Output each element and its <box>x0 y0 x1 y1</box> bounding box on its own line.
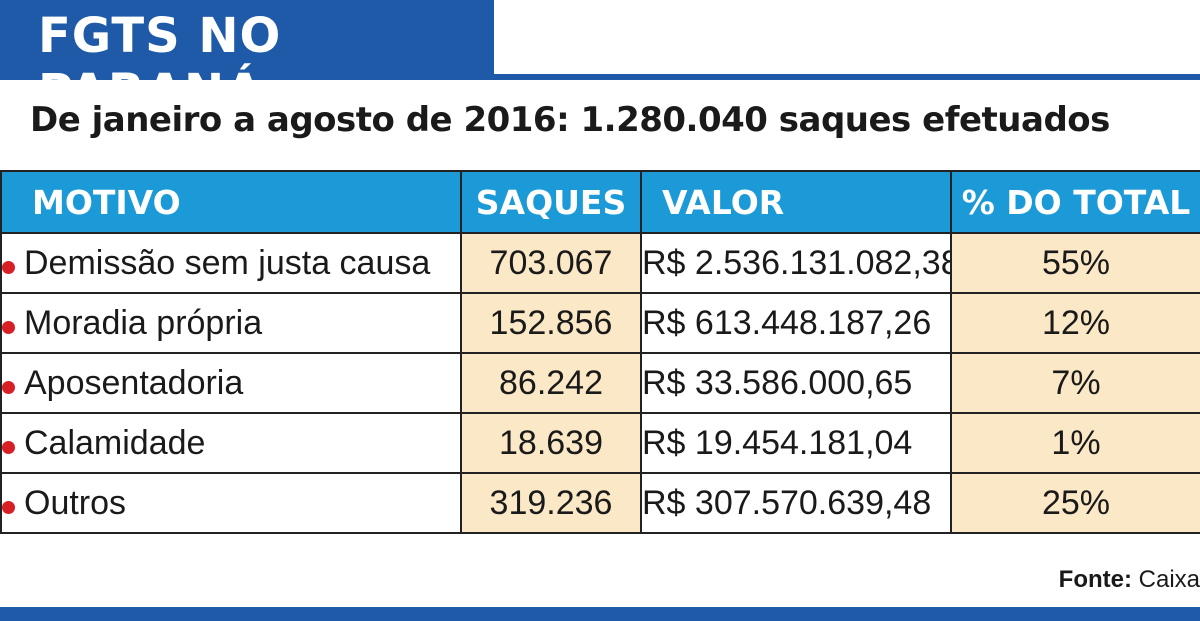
motivo-label: Aposentadoria <box>24 363 244 402</box>
title-banner: FGTS NO PARANÁ <box>0 0 494 120</box>
table-row: Aposentadoria 86.242 R$ 33.586.000,65 7% <box>0 352 1200 414</box>
top-divider <box>494 74 1200 80</box>
withdrawals-table: MOTIVO SAQUES VALOR % DO TOTAL Demissão … <box>0 170 1200 534</box>
saques-cell: 152.856 <box>460 292 642 354</box>
saques-cell: 703.067 <box>460 232 642 294</box>
pct-cell: 25% <box>950 472 1200 534</box>
motivo-cell: Moradia própria <box>0 292 462 354</box>
red-bullet-icon <box>3 501 15 515</box>
page-title: FGTS NO PARANÁ <box>38 8 282 120</box>
column-header-saques: SAQUES <box>460 170 642 234</box>
saques-cell: 86.242 <box>460 352 642 414</box>
saques-cell: 319.236 <box>460 472 642 534</box>
saques-cell: 18.639 <box>460 412 642 474</box>
valor-cell: R$ 307.570.639,48 <box>640 472 952 534</box>
motivo-label: Moradia própria <box>24 303 263 342</box>
source-value: Caixa <box>1138 566 1200 593</box>
motivo-label: Outros <box>24 483 127 522</box>
motivo-cell: Outros <box>0 472 462 534</box>
valor-cell: R$ 2.536.131.082,38 <box>640 232 952 294</box>
table-row: Calamidade 18.639 R$ 19.454.181,04 1% <box>0 412 1200 474</box>
pct-cell: 12% <box>950 292 1200 354</box>
column-header-pct: % DO TOTAL <box>950 170 1200 234</box>
bottom-divider <box>0 607 1200 621</box>
table-row: Outros 319.236 R$ 307.570.639,48 25% <box>0 472 1200 534</box>
source-label: Fonte: <box>1058 566 1132 593</box>
subtitle: De janeiro a agosto de 2016: 1.280.040 s… <box>30 100 1110 140</box>
table-header-row: MOTIVO SAQUES VALOR % DO TOTAL <box>0 170 1200 234</box>
motivo-cell: Calamidade <box>0 412 462 474</box>
pct-cell: 55% <box>950 232 1200 294</box>
valor-cell: R$ 19.454.181,04 <box>640 412 952 474</box>
table-row: Moradia própria 152.856 R$ 613.448.187,2… <box>0 292 1200 354</box>
column-header-valor: VALOR <box>640 170 952 234</box>
red-bullet-icon <box>3 321 15 335</box>
motivo-cell: Demissão sem justa causa <box>0 232 462 294</box>
motivo-label: Calamidade <box>24 423 206 462</box>
source-credit: Fonte: Caixa <box>1059 566 1200 594</box>
pct-cell: 7% <box>950 352 1200 414</box>
valor-cell: R$ 33.586.000,65 <box>640 352 952 414</box>
pct-cell: 1% <box>950 412 1200 474</box>
column-header-motivo: MOTIVO <box>0 170 462 234</box>
valor-cell: R$ 613.448.187,26 <box>640 292 952 354</box>
red-bullet-icon <box>3 381 15 395</box>
motivo-label: Demissão sem justa causa <box>24 243 431 282</box>
red-bullet-icon <box>3 261 15 275</box>
red-bullet-icon <box>3 441 15 455</box>
table-row: Demissão sem justa causa 703.067 R$ 2.53… <box>0 232 1200 294</box>
motivo-cell: Aposentadoria <box>0 352 462 414</box>
